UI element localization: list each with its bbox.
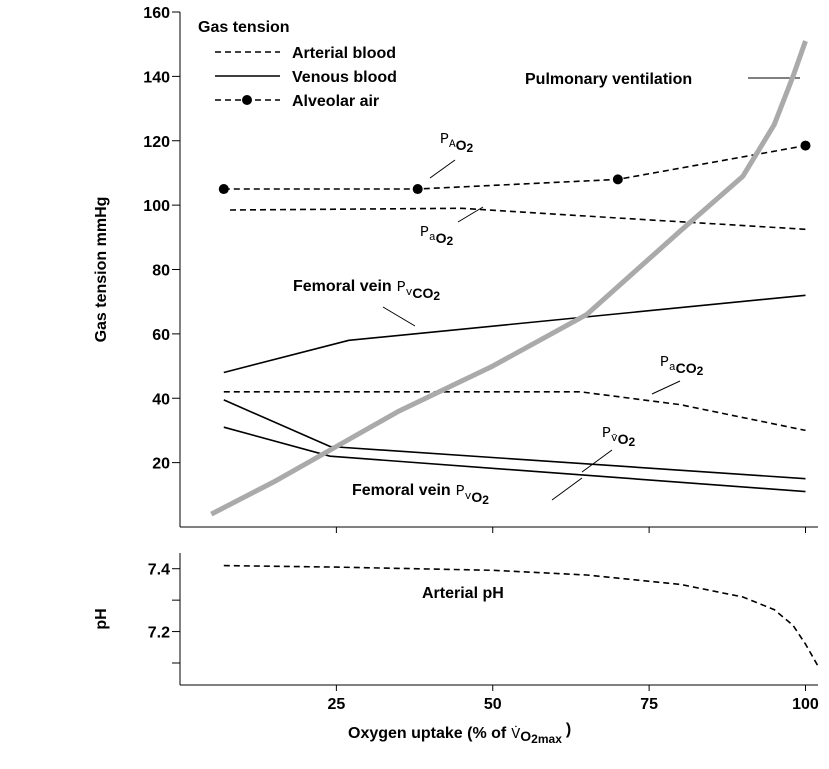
legend-marker: [242, 95, 252, 105]
annotation-part: O: [618, 431, 629, 447]
x-tick-label: 75: [640, 696, 658, 713]
annotation-part: 2: [467, 141, 474, 155]
y-axis-label: pH: [93, 608, 110, 629]
y-tick-label: 60: [152, 327, 170, 344]
annotation: Arterial pH: [422, 585, 504, 602]
annotation-part: CO: [412, 285, 433, 301]
annotation-part: Femoral vein: [293, 278, 392, 295]
annotation-part: ): [566, 721, 571, 738]
annotation-part: O: [471, 489, 482, 505]
y-tick-label: 7.2: [148, 625, 170, 642]
series-line: [223, 144, 806, 190]
annotation-part: P: [440, 131, 449, 148]
annotation-part: Femoral vein: [352, 482, 451, 499]
pointer: [581, 449, 613, 473]
annotation-part: v: [465, 491, 472, 503]
x-tick-label: 25: [327, 696, 345, 713]
y-tick-label: 7.4: [148, 562, 170, 579]
annotation: PaCO2: [660, 354, 704, 378]
marker: [218, 184, 229, 195]
y-tick-label: 120: [143, 134, 170, 151]
series-line: [210, 40, 808, 517]
annotation-part: a: [429, 232, 436, 244]
y-tick-label: 100: [143, 198, 170, 215]
annotation-part: 2: [629, 435, 636, 449]
legend-label: Venous blood: [292, 69, 397, 86]
pointer: [651, 380, 681, 395]
annotation-part: 2: [531, 732, 538, 746]
pointer: [429, 159, 456, 179]
annotation-part: Arterial pH: [422, 585, 504, 602]
pointer: [551, 477, 583, 501]
pointer: [457, 206, 484, 223]
series-line: [223, 294, 806, 374]
annotation: Femoral vein PvO2: [352, 482, 489, 507]
annotation-part: a: [669, 362, 676, 374]
y-tick-label: 80: [152, 263, 170, 280]
y-tick-label: 160: [143, 5, 170, 22]
annotation-part: CO: [676, 360, 697, 376]
marker: [412, 184, 423, 195]
annotation: Pulmonary ventilation: [525, 71, 692, 88]
annotation: Femoral vein PvCO2: [293, 278, 440, 303]
annotation-part: A: [449, 139, 456, 151]
legend-label: Arterial blood: [292, 45, 396, 62]
annotation-part: O: [436, 230, 447, 246]
annotation: Pv̄O2: [602, 425, 636, 449]
series-line: [223, 426, 806, 493]
y-tick-label: 40: [152, 391, 170, 408]
y-tick-label: 140: [143, 69, 170, 86]
annotation-part: v: [406, 287, 413, 299]
annotation-part: 2: [482, 493, 489, 507]
annotation-part: 2: [447, 234, 454, 248]
legend-label: Alveolar air: [292, 93, 379, 110]
annotation-part: P: [420, 224, 429, 241]
annotation: Oxygen uptake (% of V̇O2max): [348, 721, 571, 746]
x-tick-label: 50: [484, 696, 502, 713]
annotation-part: 2: [433, 289, 440, 303]
annotation-part: v̄: [611, 433, 618, 445]
pointer: [382, 306, 416, 327]
annotation-part: V̇: [511, 725, 520, 743]
legend-title: Gas tension: [198, 19, 290, 36]
annotation-part: O: [520, 728, 531, 744]
series-line: [229, 207, 806, 231]
series-line: [223, 391, 806, 432]
annotation: PAO2: [440, 131, 474, 155]
series-line: [223, 399, 806, 480]
annotation-part: P: [660, 354, 669, 371]
annotation-part: P: [602, 425, 611, 442]
annotation-part: max: [538, 732, 562, 746]
x-tick-label: 100: [792, 696, 819, 713]
marker: [800, 140, 811, 151]
annotation-part: Oxygen uptake (% of: [348, 725, 507, 742]
annotation: PaO2: [420, 224, 454, 248]
annotation-part: Pulmonary ventilation: [525, 71, 692, 88]
annotation-part: P: [397, 279, 406, 296]
y-tick-label: 20: [152, 456, 170, 473]
annotation-part: P: [456, 483, 465, 500]
y-axis-label: Gas tension mmHg: [93, 197, 110, 343]
marker: [612, 174, 623, 185]
series-line: [223, 564, 819, 667]
annotation-part: 2: [697, 364, 704, 378]
annotation-part: O: [456, 137, 467, 153]
